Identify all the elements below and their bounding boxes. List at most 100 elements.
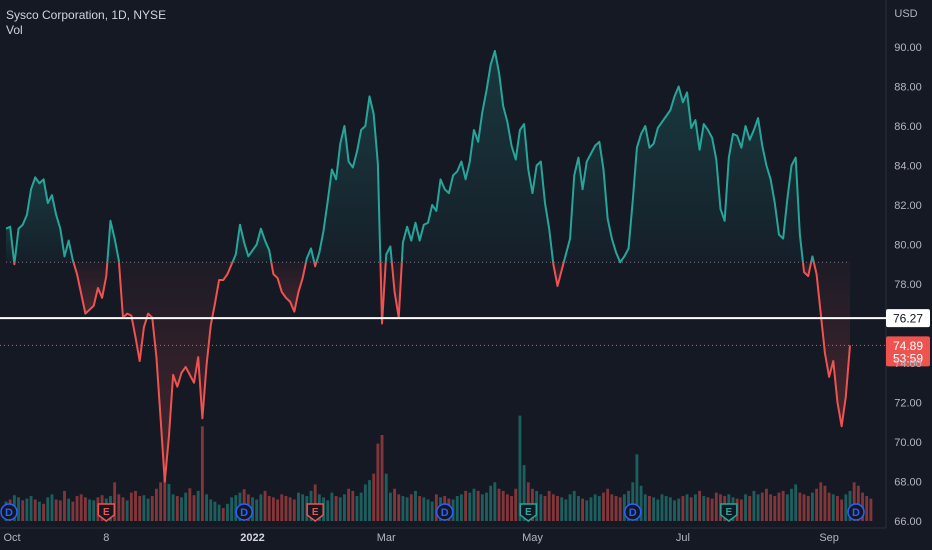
volume-bar <box>376 443 380 521</box>
volume-bar <box>175 496 179 521</box>
volume-bar <box>192 495 196 521</box>
volume-bar <box>167 484 171 521</box>
x-tick-label: May <box>522 532 543 544</box>
earnings-marker[interactable]: E <box>519 503 538 522</box>
earnings-marker[interactable]: E <box>97 503 116 522</box>
volume-bar <box>38 501 41 521</box>
area-above-baseline <box>306 248 315 263</box>
volume-bar <box>685 494 689 521</box>
volume-bar <box>125 500 129 521</box>
volume-bar <box>493 482 497 521</box>
baseline-fill-layer <box>6 50 850 482</box>
area-below-baseline <box>813 262 850 427</box>
volume-bar <box>476 490 480 521</box>
volume-bar <box>50 494 54 521</box>
volume-bar <box>464 490 468 521</box>
volume-bar <box>510 496 513 521</box>
volume-bar <box>589 497 593 521</box>
horizontal-line-layer[interactable]: 76.27 <box>0 309 930 346</box>
volume-bar <box>556 496 559 521</box>
volume-bar <box>217 504 221 521</box>
dividend-marker-text: D <box>240 507 248 519</box>
earnings-marker-text: E <box>312 507 319 518</box>
dividend-marker-text: D <box>852 507 860 519</box>
volume-bar <box>121 497 125 521</box>
price-line-segment-up <box>106 219 120 263</box>
price-line-segment-up <box>384 245 393 263</box>
volume-bar <box>29 496 33 521</box>
volume-bar <box>648 496 651 521</box>
price-line-segment-up <box>231 223 273 263</box>
volume-bar <box>460 494 463 521</box>
price-line-segment-up <box>5 225 16 263</box>
volume-bar <box>155 488 158 521</box>
volume-indicator-label[interactable]: Vol <box>6 23 23 37</box>
volume-bar <box>798 492 802 521</box>
volume-bar <box>597 496 601 521</box>
volume-bar <box>585 500 589 521</box>
volume-bar <box>635 454 639 521</box>
volume-bar <box>401 496 405 521</box>
volume-bar <box>255 499 259 521</box>
volume-bar <box>698 490 701 521</box>
volume-bar <box>865 496 869 521</box>
earnings-marker[interactable]: E <box>306 503 324 522</box>
volume-bar <box>480 494 484 521</box>
x-tick-label: Mar <box>377 532 396 544</box>
volume-bar <box>434 494 438 521</box>
volume-bar <box>489 485 493 521</box>
volume-bar <box>614 496 618 521</box>
area-above-baseline <box>316 96 381 263</box>
volume-bar <box>702 496 706 521</box>
x-tick-label: Oct <box>3 532 20 544</box>
volume-bar <box>188 488 192 521</box>
dividend-marker[interactable]: D <box>435 503 454 521</box>
volume-bar <box>92 500 96 521</box>
y-tick-label: 82.00 <box>894 200 922 212</box>
currency-label: USD <box>894 8 917 20</box>
y-tick-label: 66.00 <box>894 516 922 528</box>
volume-bar <box>414 490 417 521</box>
volume-bar <box>497 488 501 521</box>
countdown-label: 53:59 <box>893 351 923 365</box>
last-price-label-bg <box>886 336 930 367</box>
earnings-marker[interactable]: E <box>720 503 738 522</box>
volume-layer <box>4 415 873 521</box>
area-below-baseline <box>118 262 233 482</box>
volume-bar <box>664 496 668 521</box>
volume-bar <box>405 497 409 521</box>
volume-bar <box>368 480 371 521</box>
volume-bar <box>142 495 146 521</box>
volume-bar <box>802 494 806 521</box>
volume-bar <box>393 488 396 521</box>
horizontal-line-label-bg <box>886 309 930 328</box>
volume-bar <box>739 499 743 521</box>
volume-bar <box>159 482 163 521</box>
volume-bar <box>338 497 342 521</box>
volume-bar <box>372 473 376 521</box>
y-tick-label: 80.00 <box>894 240 922 252</box>
volume-bar <box>777 492 781 521</box>
dividend-marker[interactable]: D <box>235 503 253 521</box>
symbol-title[interactable]: Sysco Corporation, 1D, NYSE <box>6 8 167 22</box>
volume-bar <box>418 496 422 521</box>
earnings-marker-text: E <box>103 507 110 518</box>
volume-bar <box>744 494 747 521</box>
volume-bar <box>856 485 860 521</box>
dividend-marker[interactable]: D <box>0 503 18 521</box>
earnings-marker-shape <box>306 503 324 522</box>
price-line-segment-up <box>305 247 316 263</box>
dividend-marker[interactable]: D <box>847 503 865 521</box>
volume-bar <box>205 494 208 521</box>
volume-bar <box>88 499 91 521</box>
dividend-marker[interactable]: D <box>623 503 642 521</box>
volume-bar <box>363 484 367 521</box>
volume-bar <box>384 473 388 521</box>
volume-bar <box>593 494 597 521</box>
volume-bar <box>455 496 459 521</box>
area-below-baseline <box>73 262 108 314</box>
dividend-marker-circle <box>435 503 454 521</box>
